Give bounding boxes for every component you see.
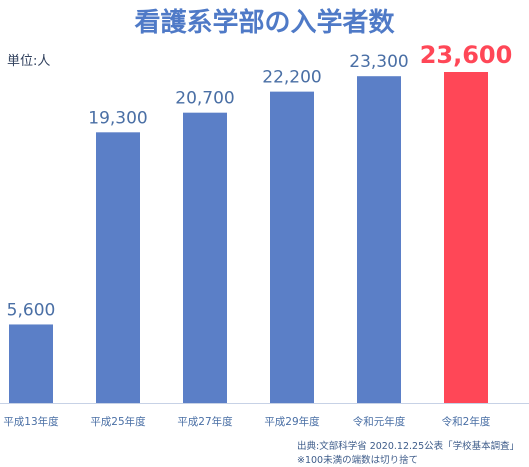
category-label-1: 平成25年度	[90, 415, 146, 428]
rounding-note: ※100未満の端数は切り捨て	[297, 455, 419, 466]
bar-3	[270, 91, 314, 403]
value-label-0: 5,600	[7, 300, 56, 320]
category-label-2: 平成27年度	[177, 415, 233, 428]
category-label-3: 平成29年度	[264, 415, 320, 428]
category-label-0: 平成13年度	[3, 415, 59, 428]
chart-title: 看護系学部の入学者数	[134, 8, 395, 38]
value-label-5: 23,600	[420, 41, 513, 69]
source-note: 出典:文部科学省 2020.12.25公表「学校基本調査」	[297, 441, 520, 452]
bar-5	[444, 72, 488, 403]
value-label-4: 23,300	[349, 52, 408, 72]
category-label-5: 令和2年度	[442, 415, 491, 428]
category-label-4: 令和元年度	[353, 415, 406, 428]
bar-0	[9, 324, 53, 403]
bar-4	[357, 76, 401, 403]
value-label-2: 20,700	[175, 89, 234, 109]
bar-2	[183, 112, 227, 403]
value-label-3: 22,200	[262, 68, 321, 88]
unit-label: 単位:人	[7, 54, 51, 69]
value-label-1: 19,300	[88, 108, 147, 128]
bar-1	[96, 132, 140, 403]
